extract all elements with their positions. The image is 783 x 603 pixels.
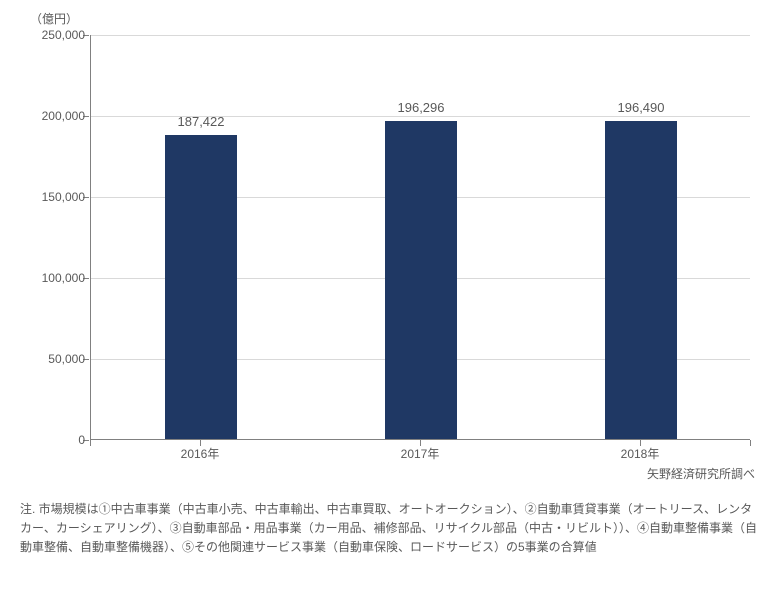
y-tick-label: 50,000	[25, 352, 85, 366]
footnote-text: 注. 市場規模は①中古車事業（中古車小売、中古車輸出、中古車買取、オートオークシ…	[20, 500, 760, 558]
bar	[165, 135, 238, 439]
x-tick-label: 2018年	[621, 445, 660, 462]
x-tick	[750, 440, 751, 446]
plot-area: 187,422 196,296 196,490	[90, 35, 750, 440]
y-tick-label: 150,000	[25, 190, 85, 204]
source-label: 矢野経済研究所調べ	[647, 465, 755, 482]
bar-value-label: 187,422	[178, 114, 225, 129]
x-tick	[90, 440, 91, 446]
bar	[605, 121, 678, 439]
y-tick-label: 200,000	[25, 109, 85, 123]
bar	[385, 121, 458, 439]
gridline	[91, 35, 750, 36]
bar-value-label: 196,296	[398, 100, 445, 115]
x-tick-label: 2017年	[401, 445, 440, 462]
bar-chart: （億円） 187,422 196,296 196,490 矢野経済研究所調べ 0 50…	[20, 10, 760, 490]
bar-value-label: 196,490	[618, 100, 665, 115]
y-tick-label: 250,000	[25, 28, 85, 42]
y-tick-label: 100,000	[25, 271, 85, 285]
y-tick-label: 0	[25, 433, 85, 447]
x-tick-label: 2016年	[181, 445, 220, 462]
y-axis-unit: （億円）	[30, 10, 78, 27]
